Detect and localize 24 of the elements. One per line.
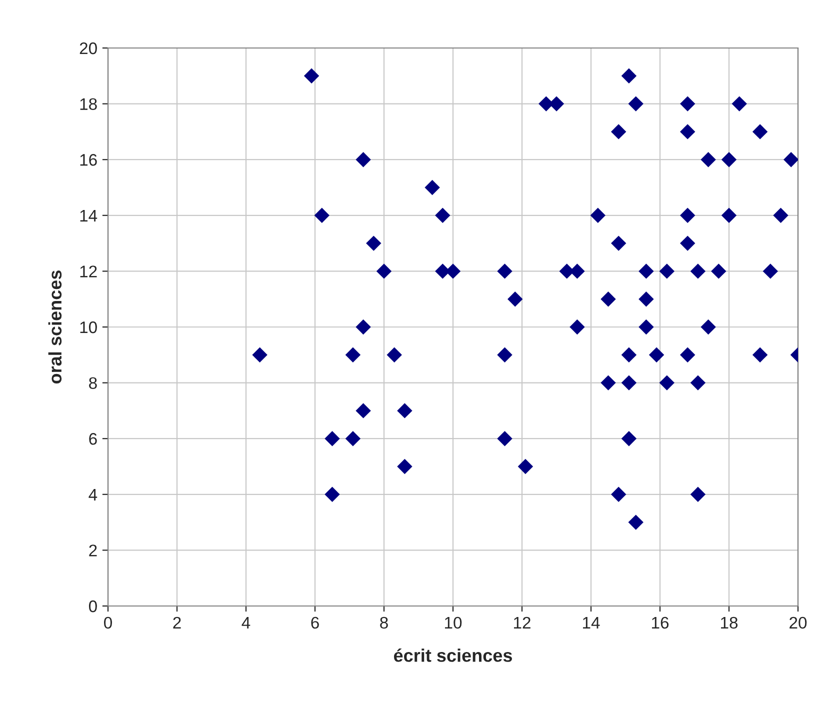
y-tick-label: 8	[89, 377, 97, 390]
x-tick-label: 20	[790, 616, 807, 629]
x-axis-title: écrit sciences	[394, 648, 512, 662]
y-tick-label: 12	[80, 266, 97, 278]
x-tick-label: 12	[514, 616, 530, 628]
y-tick-label: 6	[89, 433, 97, 445]
x-tick-label: 6	[311, 616, 319, 629]
y-tick-label: 4	[88, 488, 98, 500]
y-tick-label: 16	[80, 154, 97, 166]
y-tick-label: 18	[80, 98, 97, 110]
x-tick-label: 10	[445, 616, 462, 629]
x-tick-label: 0	[104, 616, 112, 629]
x-tick-label: 4	[242, 617, 250, 628]
y-axis-title: oral sciences	[48, 270, 62, 384]
y-tick-label: 10	[80, 321, 97, 334]
y-tick-label: 20	[80, 42, 97, 54]
x-tick-label: 14	[583, 617, 600, 628]
y-tick-label: 2	[89, 544, 97, 556]
x-tick-label: 16	[652, 616, 669, 629]
x-tick-label: 8	[380, 616, 388, 629]
x-tick-label: 18	[721, 616, 738, 629]
x-tick-label: 2	[173, 616, 181, 628]
y-tick-label: 14	[80, 210, 98, 222]
y-tick-label: 0	[88, 600, 97, 612]
